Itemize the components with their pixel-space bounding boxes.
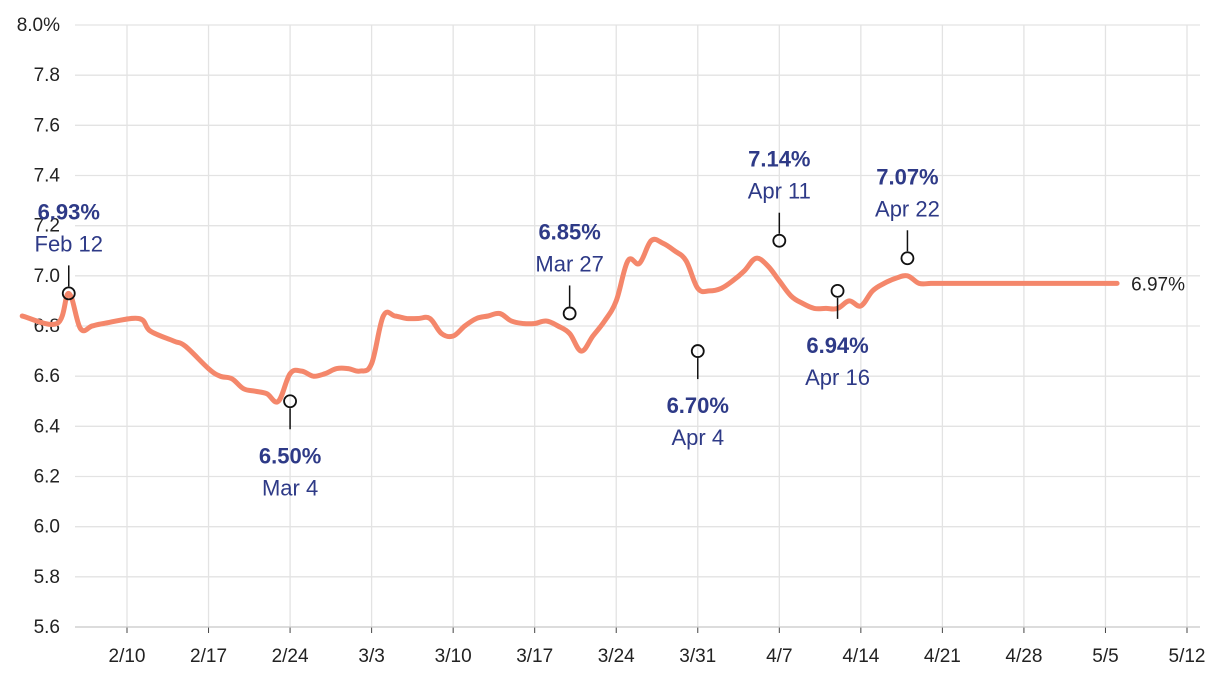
x-tick-label: 4/21 <box>924 646 961 667</box>
y-tick-label: 7.8 <box>34 65 60 86</box>
y-tick-label: 8.0% <box>17 15 60 36</box>
x-tick-label: 3/17 <box>516 646 553 667</box>
x-tick-label: 2/10 <box>109 646 146 667</box>
y-tick-label: 7.4 <box>34 166 61 187</box>
annotation-marker <box>900 251 915 266</box>
y-tick-label: 5.8 <box>34 567 60 588</box>
annotation-marker <box>772 233 787 248</box>
series: 6.97% <box>19 236 1185 405</box>
x-tick-label: 5/5 <box>1092 646 1118 667</box>
y-tick-label: 7.2 <box>34 216 60 237</box>
x-tick-label: 4/14 <box>842 646 879 667</box>
annotation-value: 6.50% <box>259 443 321 468</box>
annotation-date: Mar 4 <box>262 475 318 500</box>
x-tick-label: 2/17 <box>190 646 227 667</box>
annotation: 7.14% Apr 11 <box>748 147 811 248</box>
axes: 5.65.86.06.26.46.66.87.07.27.47.67.88.0%… <box>17 15 1206 667</box>
annotation-marker <box>562 306 577 321</box>
annotation-value: 6.70% <box>667 393 729 418</box>
annotation-marker <box>690 344 705 358</box>
gridlines <box>75 24 1200 628</box>
annotation: 6.85% Mar 27 <box>535 219 604 321</box>
annotation-marker <box>61 286 76 301</box>
x-tick-label: 4/28 <box>1005 646 1042 667</box>
x-tick-label: 3/3 <box>358 646 384 667</box>
x-tick-label: 4/7 <box>766 646 792 667</box>
annotation-value: 7.07% <box>876 164 938 189</box>
annotation-date: Apr 22 <box>875 196 940 221</box>
end-value-label: 6.97% <box>1131 274 1185 295</box>
y-tick-label: 5.6 <box>34 617 60 638</box>
annotation-value: 6.94% <box>806 333 868 358</box>
annotation: 6.70% Apr 4 <box>667 344 729 450</box>
y-tick-label: 6.6 <box>34 366 60 387</box>
x-tick-label: 3/31 <box>679 646 716 667</box>
annotation: 6.94% Apr 16 <box>805 283 870 390</box>
annotation-marker <box>283 394 297 409</box>
annotations: 6.93% Feb 12 6.50% Mar 4 6.85% Mar 27 6.70% Apr… <box>35 147 940 501</box>
annotation: 7.07% Apr 22 <box>875 164 940 266</box>
y-tick-label: 6.0 <box>34 517 60 538</box>
annotation-date: Apr 16 <box>805 365 870 390</box>
annotation-date: Mar 27 <box>535 251 603 276</box>
annotation-date: Feb 12 <box>35 231 104 256</box>
y-tick-label: 7.0 <box>34 266 60 287</box>
annotation: 6.93% Feb 12 <box>35 199 104 301</box>
x-tick-label: 3/24 <box>598 646 635 667</box>
annotation-marker <box>830 283 845 298</box>
series-line <box>19 236 1120 405</box>
annotation-date: Apr 4 <box>671 425 724 450</box>
y-tick-label: 6.2 <box>34 467 60 488</box>
y-tick-label: 6.4 <box>34 416 61 437</box>
annotation-value: 7.14% <box>748 147 810 172</box>
annotation: 6.50% Mar 4 <box>259 394 321 500</box>
annotation-value: 6.85% <box>538 219 600 244</box>
x-tick-label: 2/24 <box>272 646 309 667</box>
x-tick-label: 5/12 <box>1169 646 1206 667</box>
x-tick-label: 3/10 <box>435 646 472 667</box>
annotation-date: Apr 11 <box>748 179 811 204</box>
y-tick-label: 7.6 <box>34 115 60 136</box>
annotation-value: 6.93% <box>38 199 100 224</box>
